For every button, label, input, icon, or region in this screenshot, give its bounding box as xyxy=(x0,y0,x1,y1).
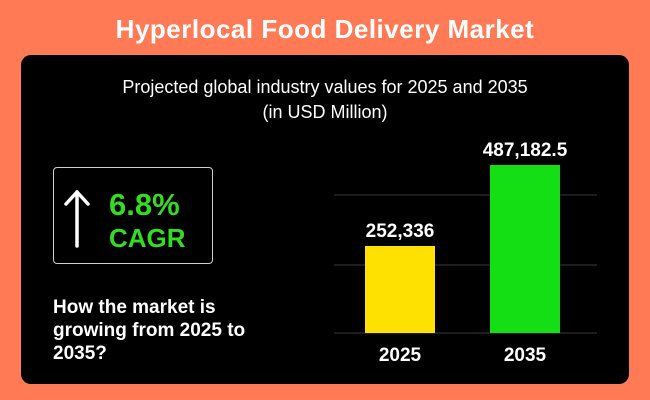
data-label-2035: 487,182.5 xyxy=(483,140,568,161)
chart-subtitle: Projected global industry values for 202… xyxy=(21,75,629,125)
cagr-label: CAGR xyxy=(109,223,186,253)
data-label-2025: 252,336 xyxy=(366,221,435,242)
cagr-value: 6.8% xyxy=(109,187,180,222)
bar-2035 xyxy=(490,165,560,333)
x-tick-label-2025: 2025 xyxy=(379,345,422,366)
bar-chart: 252,336 2025 487,182.5 2035 xyxy=(334,140,597,366)
growth-question: How the market is growing from 2025 to 2… xyxy=(53,297,246,364)
page-title: Hyperlocal Food Delivery Market xyxy=(115,14,535,44)
chart-subtitle-line1: Projected global industry values for 202… xyxy=(122,77,528,97)
x-tick-label-2035: 2035 xyxy=(504,345,547,366)
arrow-up-icon xyxy=(64,190,90,248)
cagr-card: 6.8% CAGR xyxy=(53,167,213,264)
chart-subtitle-line2: (in USD Million) xyxy=(262,102,388,122)
bar-2025 xyxy=(365,245,435,333)
chart-panel: Projected global industry values for 202… xyxy=(21,55,629,384)
